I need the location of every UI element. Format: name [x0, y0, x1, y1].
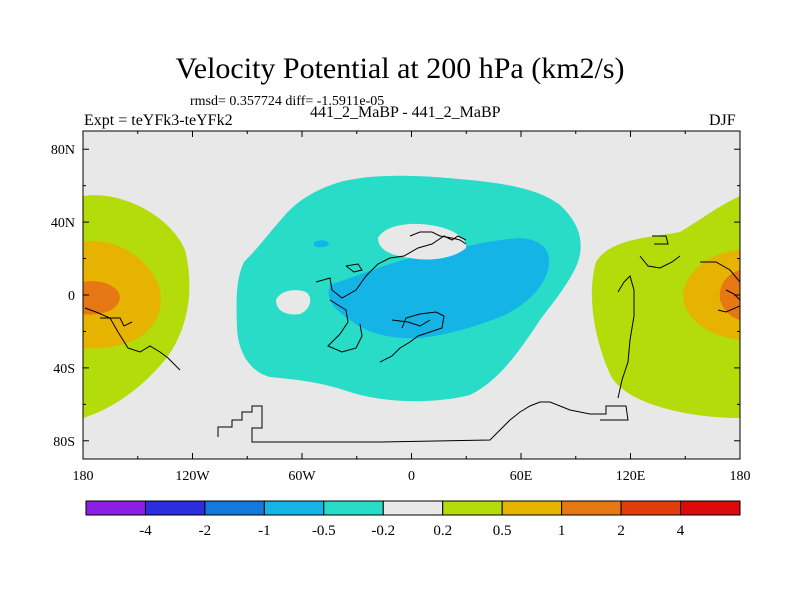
- coast-north-africa: [345, 231, 467, 273]
- colorbar-swatch: [680, 500, 741, 516]
- y-tick-label: 40S: [53, 362, 75, 377]
- x-axis-labels: 180 120W 60W 0 60E 120E 180: [73, 469, 751, 484]
- y-tick-label: 80N: [51, 143, 75, 158]
- x-tick-label: 180: [73, 469, 94, 484]
- region-west-max: [83, 280, 120, 315]
- colorbar-swatch: [204, 500, 265, 516]
- region-east-positive: [591, 196, 740, 418]
- colorbar-labels: -4 -2 -1 -0.5 -0.2 0.2 0.5 1 2 4: [139, 523, 685, 539]
- x-tick-label: 60W: [288, 469, 316, 484]
- colorbar-label: 4: [677, 523, 685, 539]
- coast-africa: [315, 235, 467, 353]
- colorbar: [85, 500, 741, 516]
- y-axis-labels: 80N 40N 0 40S 80S: [51, 143, 75, 450]
- region-east-max: [719, 270, 740, 320]
- coast-indian-ocean: [379, 311, 445, 363]
- colorbar-swatch: [85, 500, 146, 516]
- region-hole-north: [378, 223, 467, 260]
- y-tick-label: 80S: [53, 435, 75, 450]
- coast-antarctica: [217, 401, 629, 443]
- axis-ticks: [82, 131, 741, 459]
- contour-fill: [83, 175, 740, 418]
- x-tick-label: 120E: [616, 469, 646, 484]
- x-tick-label: 180: [730, 469, 751, 484]
- colorbar-swatch: [442, 500, 503, 516]
- colorbar-swatch: [382, 500, 444, 516]
- colorbar-label: -2: [199, 523, 212, 539]
- region-hole-west: [276, 290, 311, 315]
- colorbar-label: 2: [617, 523, 625, 539]
- region-small-core: [314, 240, 329, 248]
- region-atlantic-core: [328, 238, 550, 339]
- colorbar-label: -1: [258, 523, 271, 539]
- region-east-orange: [682, 250, 740, 340]
- colorbar-label: -0.2: [371, 523, 395, 539]
- season-label: DJF: [709, 112, 736, 129]
- x-tick-label: 0: [408, 469, 415, 484]
- x-tick-label: 120W: [175, 469, 210, 484]
- coast-south-america: [84, 307, 181, 371]
- colorbar-label: 1: [558, 523, 566, 539]
- colorbar-swatch: [620, 500, 682, 516]
- chart-title: Velocity Potential at 200 hPa (km2/s): [175, 52, 625, 85]
- colorbar-swatch: [263, 500, 325, 516]
- coastlines: [84, 231, 740, 443]
- y-tick-label: 0: [68, 289, 75, 304]
- colorbar-swatch: [144, 500, 206, 516]
- colorbar-label: -0.5: [312, 523, 336, 539]
- colorbar-swatch: [501, 500, 563, 516]
- experiment-label: Expt = teYFk3-teYFk2: [84, 112, 233, 129]
- colorbar-label: 0.2: [433, 523, 452, 539]
- colorbar-swatch: [561, 500, 622, 516]
- coast-australia: [717, 289, 740, 313]
- region-west-orange: [83, 240, 161, 349]
- x-tick-label: 60E: [510, 469, 533, 484]
- y-tick-label: 40N: [51, 216, 75, 231]
- stats-label: rmsd= 0.357724 diff= -1.5911e-05: [190, 94, 385, 109]
- colorbar-label: -4: [139, 523, 152, 539]
- colorbar-swatch: [323, 500, 384, 516]
- colorbar-label: 0.5: [493, 523, 512, 539]
- case-label: 441_2_MaBP - 441_2_MaBP: [310, 104, 501, 121]
- coast-indonesia: [617, 235, 740, 399]
